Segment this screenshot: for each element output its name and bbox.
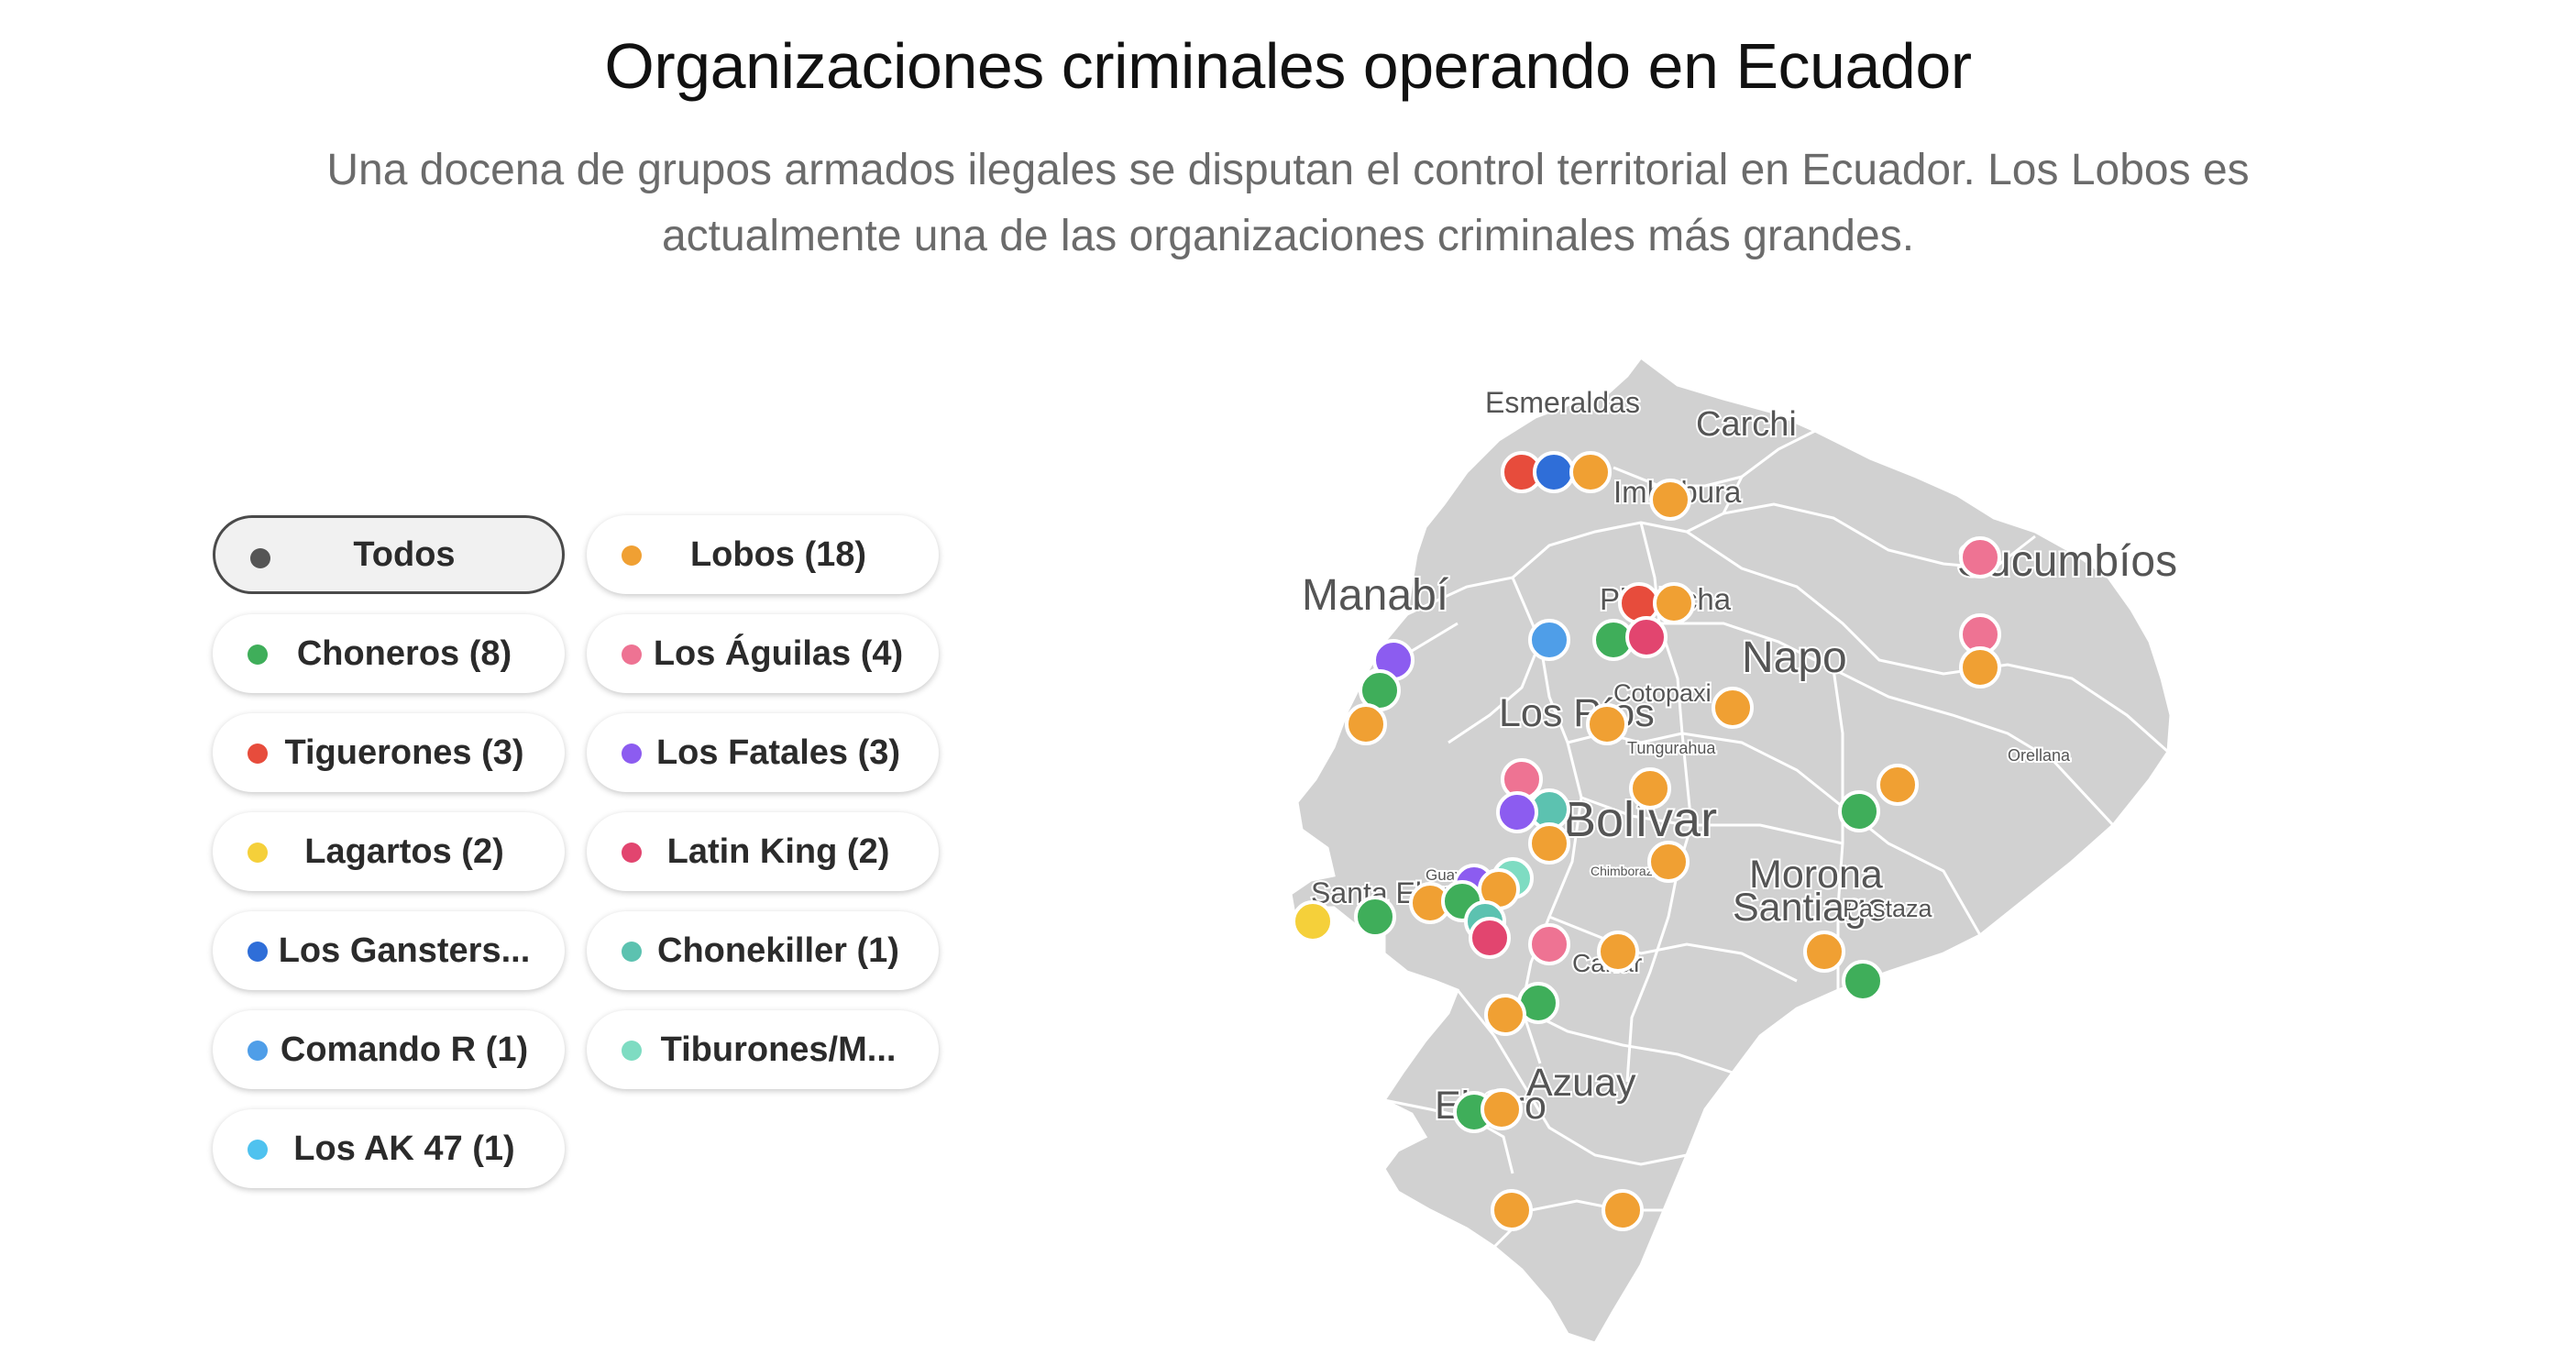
group-marker[interactable] <box>1842 960 1884 1002</box>
filter-label: Latin King (2) <box>666 832 890 871</box>
filter-color-dot <box>248 843 268 863</box>
group-marker[interactable] <box>1345 703 1387 745</box>
filter-los-aguilas-button[interactable]: Los Águilas (4) <box>587 614 939 693</box>
province-label: Morona Santiago <box>1733 853 1888 930</box>
filter-color-dot <box>622 744 642 764</box>
province-label: Tungurahua <box>1627 739 1716 757</box>
group-marker[interactable] <box>1569 451 1612 493</box>
group-marker[interactable] <box>1959 536 2001 578</box>
filter-color-dot <box>248 1041 268 1061</box>
group-filter-legend: Todos Lobos (18) Choneros (8) Los Águila… <box>213 515 946 1212</box>
filter-label: Lobos (18) <box>689 534 867 574</box>
province-label: Chimborazo <box>1591 864 1660 878</box>
group-marker[interactable] <box>1528 923 1570 965</box>
group-marker[interactable] <box>1712 687 1754 729</box>
group-marker[interactable] <box>1803 931 1845 973</box>
group-marker[interactable] <box>1629 767 1671 810</box>
filter-label: Lagartos (2) <box>304 832 504 871</box>
filter-color-dot <box>248 942 268 962</box>
group-marker[interactable] <box>1528 822 1570 865</box>
province-label: Manabí <box>1302 571 1449 620</box>
group-markers <box>1292 451 2001 1231</box>
group-marker[interactable] <box>1496 791 1538 833</box>
filter-chonekiller-button[interactable]: Chonekiller (1) <box>587 911 939 990</box>
group-marker[interactable] <box>1877 764 1919 806</box>
filter-label: Tiburones/M... <box>660 1030 897 1069</box>
group-marker[interactable] <box>1484 994 1526 1036</box>
filter-latin-king-button[interactable]: Latin King (2) <box>587 812 939 891</box>
group-marker[interactable] <box>1649 479 1691 521</box>
group-marker[interactable] <box>1647 841 1690 883</box>
group-marker[interactable] <box>1838 790 1880 832</box>
group-marker[interactable] <box>1653 582 1695 624</box>
filter-color-dot <box>622 644 642 665</box>
filter-label: Choneros (8) <box>296 633 512 673</box>
filter-los-gansters-button[interactable]: Los Gansters... <box>213 911 565 990</box>
province-label: Pastaza <box>1843 895 1933 922</box>
filter-color-dot <box>622 545 642 566</box>
group-marker[interactable] <box>1528 619 1570 661</box>
group-marker[interactable] <box>1354 896 1396 938</box>
filter-color-dot <box>250 548 270 568</box>
province-label: Los Ríos <box>1499 691 1655 735</box>
page-title: Organizaciones criminales operando en Ec… <box>604 30 1972 102</box>
filter-label: Todos <box>353 534 456 574</box>
filter-tiburones-button[interactable]: Tiburones/M... <box>587 1010 939 1089</box>
group-marker[interactable] <box>1586 703 1628 745</box>
group-marker[interactable] <box>1533 451 1575 493</box>
filter-color-dot <box>248 1140 268 1160</box>
group-marker[interactable] <box>1481 1088 1523 1130</box>
filter-lobos-button[interactable]: Lobos (18) <box>587 515 939 594</box>
province-label: Napo <box>1742 633 1847 682</box>
filter-color-dot <box>622 1041 642 1061</box>
filter-color-dot <box>622 942 642 962</box>
filter-color-dot <box>248 644 268 665</box>
filter-color-dot <box>248 744 268 764</box>
group-marker[interactable] <box>1292 900 1334 942</box>
filter-todos-button[interactable]: Todos <box>213 515 565 594</box>
group-marker[interactable] <box>1618 582 1660 624</box>
group-marker[interactable] <box>1491 1189 1533 1231</box>
filter-label: Los Águilas (4) <box>653 633 904 673</box>
filter-tiguerones-button[interactable]: Tiguerones (3) <box>213 713 565 792</box>
filter-label: Comando R (1) <box>280 1030 529 1069</box>
province-label: Azuay <box>1526 1061 1636 1105</box>
filter-label: Chonekiller (1) <box>657 931 899 970</box>
filter-comando-r-button[interactable]: Comando R (1) <box>213 1010 565 1089</box>
filter-los-ak-47-button[interactable]: Los AK 47 (1) <box>213 1109 565 1188</box>
filter-los-fatales-button[interactable]: Los Fatales (3) <box>587 713 939 792</box>
group-marker[interactable] <box>1625 616 1668 658</box>
filter-color-dot <box>622 843 642 863</box>
filter-label: Tiguerones (3) <box>284 733 524 772</box>
ecuador-map: EsmeraldasCarchiImbaburaSucumbíosManabíP… <box>1289 355 2179 1345</box>
filter-label: Los AK 47 (1) <box>293 1129 515 1168</box>
filter-choneros-button[interactable]: Choneros (8) <box>213 614 565 693</box>
group-marker[interactable] <box>1602 1189 1644 1231</box>
filter-label: Los Fatales (3) <box>655 733 901 772</box>
filter-lagartos-button[interactable]: Lagartos (2) <box>213 812 565 891</box>
province-label: Esmeraldas <box>1485 386 1640 419</box>
province-label: Cotopaxi <box>1613 679 1712 707</box>
filter-label: Los Gansters... <box>278 931 531 970</box>
page-subtitle: Una docena de grupos armados ilegales se… <box>326 146 2250 260</box>
group-marker[interactable] <box>1597 931 1639 973</box>
province-label: Orellana <box>2008 746 2071 765</box>
group-marker[interactable] <box>1469 917 1511 959</box>
group-marker[interactable] <box>1959 646 2001 689</box>
province-label: Carchi <box>1696 405 1797 444</box>
